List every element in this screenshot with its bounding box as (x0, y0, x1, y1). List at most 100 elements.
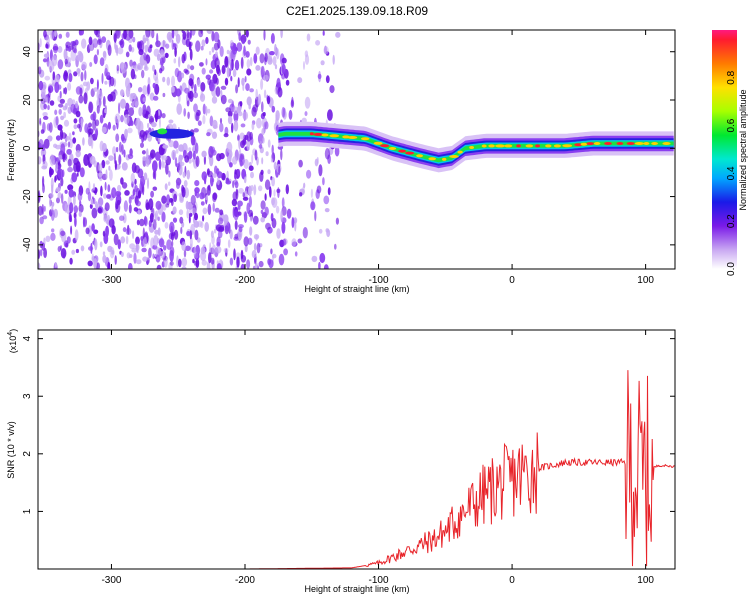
noise-speck (42, 160, 48, 169)
noise-speck (43, 138, 50, 149)
signal-peak (388, 147, 397, 150)
noise-speck (120, 177, 124, 185)
noise-speck (155, 151, 161, 161)
noise-speck (240, 56, 244, 69)
noise-speck (122, 227, 127, 233)
noise-speck (114, 255, 117, 265)
signal-peak (373, 141, 383, 145)
noise-speck (240, 254, 247, 263)
signal-peak (481, 144, 487, 148)
noise-speck (142, 227, 145, 239)
noise-speck (233, 106, 239, 115)
noise-speck (246, 68, 252, 76)
noise-speck (324, 208, 330, 213)
noise-speck (220, 94, 227, 105)
noise-speck (136, 219, 140, 226)
noise-speck (248, 185, 252, 197)
noise-speck (242, 196, 249, 201)
noise-speck (274, 43, 277, 55)
noise-speck (104, 67, 108, 77)
noise-speck (304, 111, 308, 117)
noise-speck (205, 58, 208, 66)
noise-speck (204, 221, 209, 232)
noise-speck (46, 123, 51, 131)
noise-speck (119, 215, 125, 221)
noise-speck (54, 74, 60, 85)
signal-peak (516, 144, 521, 148)
noise-speck (57, 59, 64, 70)
noise-speck (108, 218, 115, 228)
y-multiplier-exponent: 4 (7, 332, 14, 336)
noise-speck (125, 51, 130, 58)
noise-speck (116, 44, 119, 57)
noise-speck (82, 81, 88, 87)
noise-speck (87, 191, 92, 202)
top-x-tick-label: -300 (101, 275, 121, 286)
noise-speck (178, 209, 184, 216)
noise-speck (215, 224, 222, 232)
noise-speck (96, 262, 100, 269)
noise-speck (149, 115, 154, 123)
noise-speck (121, 162, 128, 171)
noise-speck (201, 259, 207, 266)
noise-speck (114, 90, 118, 96)
noise-speck (140, 142, 144, 148)
noise-speck (38, 66, 42, 75)
noise-speck (183, 249, 187, 258)
top-x-tick-label: -100 (369, 275, 389, 286)
noise-speck (271, 218, 277, 229)
noise-speck (178, 258, 182, 268)
noise-speck (38, 205, 43, 216)
noise-speck (99, 241, 103, 248)
noise-speck (57, 46, 63, 53)
signal-peak (428, 157, 437, 161)
noise-speck (157, 216, 160, 222)
noise-speck (294, 251, 298, 257)
bottom-x-tick-label: 0 (509, 575, 515, 586)
signal-peak (329, 134, 340, 138)
noise-speck (186, 30, 190, 39)
noise-speck (73, 48, 78, 54)
noise-speck (101, 73, 104, 85)
noise-speck (264, 52, 268, 63)
noise-speck (159, 52, 166, 58)
y-multiplier-label: (x104) (7, 329, 18, 353)
noise-speck (146, 148, 149, 159)
bottom-y-tick-label: 3 (22, 393, 33, 399)
noise-speck (168, 181, 171, 186)
colorbar-tick-label: 0.2 (726, 214, 737, 228)
noise-speck (38, 80, 44, 91)
noise-speck (101, 159, 106, 169)
noise-speck (54, 262, 58, 268)
noise-speck (65, 31, 70, 38)
noise-speck (226, 49, 230, 55)
noise-speck (75, 248, 79, 254)
noise-speck (261, 128, 265, 136)
noise-speck (154, 69, 157, 76)
noise-speck (152, 64, 156, 72)
noise-speck (161, 211, 166, 223)
noise-speck (144, 44, 149, 53)
top-x-tick-label: 100 (637, 275, 654, 286)
noise-speck (152, 253, 155, 259)
noise-speck (230, 75, 233, 82)
noise-speck (267, 57, 273, 65)
noise-speck (87, 260, 93, 267)
noise-speck (272, 55, 277, 66)
noise-speck (182, 142, 188, 154)
noise-speck (265, 222, 271, 230)
noise-speck (335, 217, 339, 225)
noise-speck (121, 182, 128, 189)
noise-speck (130, 92, 137, 100)
noise-speck (209, 146, 216, 154)
noise-speck (82, 137, 85, 146)
noise-speck (164, 222, 169, 229)
noise-speck (139, 130, 146, 138)
noise-speck (186, 230, 191, 237)
noise-speck (334, 145, 340, 157)
noise-speck (75, 54, 80, 61)
noise-speck (169, 261, 174, 266)
noise-speck (322, 177, 325, 186)
noise-speck (128, 204, 132, 214)
noise-speck (255, 46, 260, 55)
